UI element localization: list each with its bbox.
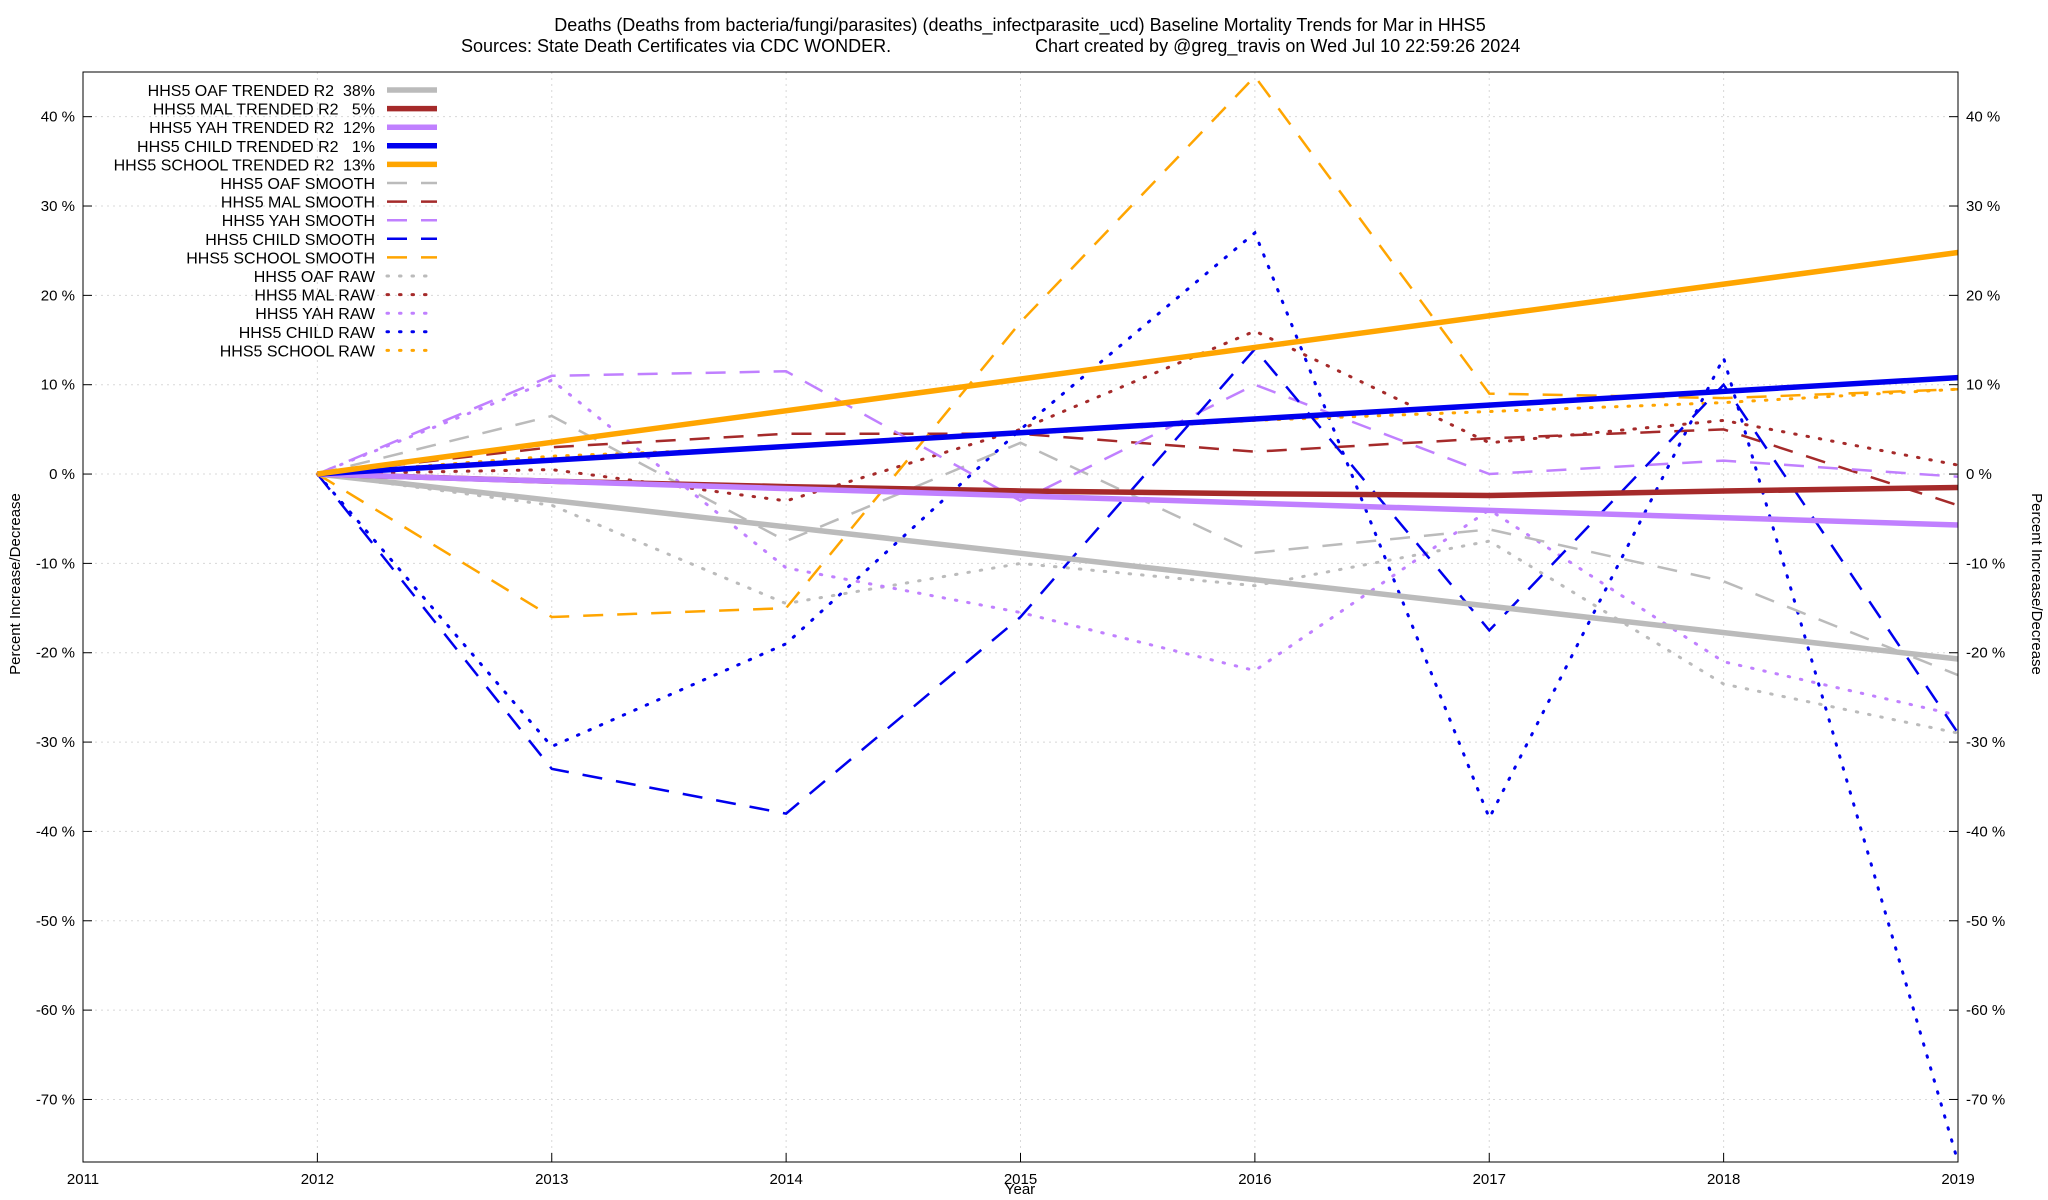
series-line-school-smooth: [316, 74, 1959, 619]
series-layer: [315, 74, 1960, 1164]
title-line-2-credit: Chart created by @greg_travis on Wed Jul…: [1035, 36, 1520, 57]
y-tick-label-right: -10 %: [1966, 555, 2005, 572]
y-tick-label-right: -40 %: [1966, 823, 2005, 840]
y-tick-label-left: 10 %: [41, 377, 75, 394]
legend-label: HHS5 MAL SMOOTH: [221, 195, 375, 212]
series-line-child-trend: [317, 374, 1959, 477]
title-line-2-sources: Sources: State Death Certificates via CD…: [461, 36, 891, 56]
x-tick-label: 2013: [535, 1171, 568, 1188]
y-tick-label-left: 0 %: [49, 466, 75, 483]
series-line-yah-smooth: [316, 370, 1959, 503]
y-tick-label-right: -50 %: [1966, 913, 2005, 930]
y-tick-label-left: -70 %: [36, 1091, 75, 1108]
legend-label: HHS5 SCHOOL RAW: [220, 343, 376, 360]
chart-title: Deaths (Deaths from bacteria/fungi/paras…: [461, 15, 1520, 57]
series-line-yah-trend: [317, 471, 1959, 528]
title-line-1: Deaths (Deaths from bacteria/fungi/paras…: [554, 15, 1485, 36]
series-line-child-smooth: [316, 347, 1960, 815]
legend-label: HHS5 OAF TRENDED R2 38%: [148, 83, 375, 100]
x-tick-label: 2018: [1707, 1171, 1740, 1188]
series-line-oaf-trend: [317, 471, 1959, 662]
legend-label: HHS5 YAH RAW: [255, 306, 376, 323]
legend-label: HHS5 YAH TRENDED R2 12%: [149, 120, 375, 137]
y-tick-label-right: 10 %: [1966, 377, 2000, 394]
series-line-child-raw: [315, 230, 1960, 1164]
legend-label: HHS5 CHILD SMOOTH: [205, 232, 375, 249]
legend-label: HHS5 YAH SMOOTH: [222, 213, 375, 230]
series-line-school-trend: [317, 249, 1959, 477]
legend-label: HHS5 OAF SMOOTH: [220, 176, 375, 193]
y-tick-label-left: 40 %: [41, 109, 75, 126]
y-tick-label-left: -40 %: [36, 823, 75, 840]
x-tick-label: 2012: [301, 1171, 334, 1188]
legend-label: HHS5 MAL TRENDED R2 5%: [153, 102, 375, 119]
series-line-school-raw: [315, 387, 1960, 476]
y-tick-label-left: 30 %: [41, 198, 75, 215]
y-tick-label-right: 30 %: [1966, 198, 2000, 215]
x-tick-label: 2017: [1473, 1171, 1506, 1188]
y-axis-label-right: Percent Increase/Decrease: [2028, 493, 2045, 675]
legend-label: HHS5 MAL RAW: [254, 288, 376, 305]
y-tick-label-left: 20 %: [41, 287, 75, 304]
legend-label: HHS5 SCHOOL SMOOTH: [186, 250, 375, 267]
series-line-yah-raw: [315, 378, 1960, 717]
y-tick-label-left: -30 %: [36, 734, 75, 751]
legend-label: HHS5 OAF RAW: [254, 269, 376, 286]
y-tick-label-right: -60 %: [1966, 1002, 2005, 1019]
y-tick-label-right: 0 %: [1966, 466, 1992, 483]
y-tick-label-left: -20 %: [36, 645, 75, 662]
x-tick-label: 2014: [769, 1171, 802, 1188]
y-tick-label-left: -10 %: [36, 555, 75, 572]
y-tick-label-right: 40 %: [1966, 109, 2000, 126]
series-line-oaf-smooth: [317, 414, 1959, 677]
y-tick-label-left: -60 %: [36, 1002, 75, 1019]
y-tick-label-right: 20 %: [1966, 287, 2000, 304]
x-tick-label: 2019: [1941, 1171, 1974, 1188]
x-axis-label: Year: [1005, 1181, 1035, 1198]
x-tick-label: 2015: [1004, 1171, 1037, 1188]
legend-label: HHS5 SCHOOL TRENDED R2 13%: [114, 157, 375, 174]
grid: [83, 72, 1958, 1162]
legend-label: HHS5 CHILD TRENDED R2 1%: [137, 139, 375, 156]
series-line-mal-raw: [315, 329, 1960, 503]
legend-label: HHS5 CHILD RAW: [239, 325, 376, 342]
x-tick-label: 2016: [1238, 1171, 1271, 1188]
y-tick-label-right: -20 %: [1966, 645, 2005, 662]
y-axis-label-left: Percent Increase/Decrease: [7, 493, 24, 675]
y-tick-label-right: -70 %: [1966, 1091, 2005, 1108]
legend: HHS5 OAF TRENDED R2 38% HHS5 MAL TRENDED …: [114, 83, 439, 360]
y-tick-label-left: -50 %: [36, 913, 75, 930]
series-line-oaf-raw: [315, 472, 1960, 735]
axes: 40 % 40 % 30 % 30 % 20 % 20 % 10 % 10 % 0 % 0 % -1…: [36, 71, 2005, 1188]
x-tick-label: 2011: [67, 1171, 99, 1188]
y-tick-label-right: -30 %: [1966, 734, 2005, 751]
